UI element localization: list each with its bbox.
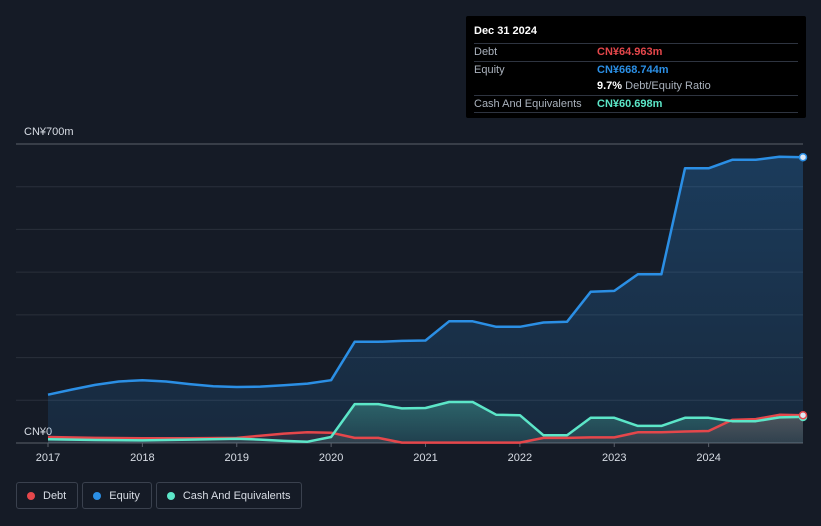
tooltip-cash-label: Cash And Equivalents xyxy=(474,97,582,110)
legend-item-debt[interactable]: Debt xyxy=(16,482,79,509)
x-tick-label: 2019 xyxy=(225,452,249,464)
x-tick-label: 2022 xyxy=(508,452,532,464)
chart-legend: Debt Equity Cash And Equivalents xyxy=(16,482,306,509)
tooltip-row-equity: Equity CN¥668.744m xyxy=(474,60,798,79)
tooltip-panel: Dec 31 2024 Debt CN¥64.963m Equity CN¥66… xyxy=(466,16,806,118)
x-tick-label: 2017 xyxy=(36,452,60,464)
legend-equity-label: Equity xyxy=(109,489,140,502)
tooltip-equity-label: Equity xyxy=(474,63,505,76)
tooltip-date: Dec 31 2024 xyxy=(474,25,537,37)
tooltip-cash-value: CN¥60.698m xyxy=(597,97,663,110)
tooltip-equity-value: CN¥668.744m xyxy=(597,63,669,76)
tooltip-ratio-value: 9.7% xyxy=(597,80,623,92)
tooltip-debt-value: CN¥64.963m xyxy=(597,46,663,58)
debt-line xyxy=(47,413,804,444)
equity-dot-icon xyxy=(93,491,102,500)
tooltip-row-ratio: 9.7% Debt/Equity Ratio xyxy=(474,78,798,95)
equity-line xyxy=(47,155,804,396)
equity-end-point xyxy=(798,152,808,162)
legend-cash-label: Cash And Equivalents xyxy=(182,489,291,502)
tooltip-row-debt: Debt CN¥64.963m xyxy=(474,43,798,61)
debt-end-point xyxy=(798,410,808,420)
legend-debt-label: Debt xyxy=(43,489,67,502)
legend-item-equity[interactable]: Equity xyxy=(82,482,152,509)
x-tick-label: 2021 xyxy=(413,452,437,464)
tooltip-debt-label: Debt xyxy=(474,46,498,58)
x-tick-label: 2018 xyxy=(130,452,154,464)
x-tick-label: 2024 xyxy=(696,452,720,464)
debt-dot-icon xyxy=(27,491,35,500)
equity-area xyxy=(48,156,803,444)
cash-area xyxy=(48,402,803,443)
cash-dot-icon xyxy=(166,491,175,500)
legend-item-cash[interactable]: Cash And Equivalents xyxy=(155,482,303,509)
tooltip-row-cash: Cash And Equivalents CN¥60.698m xyxy=(474,94,798,113)
y-tick-label-0: CN¥0 xyxy=(24,426,52,438)
y-tick-label-max: CN¥700m xyxy=(24,126,74,138)
x-tick-label: 2023 xyxy=(602,452,626,464)
x-tick-label: 2020 xyxy=(319,452,343,464)
tooltip-ratio-label: Debt/Equity Ratio xyxy=(625,80,711,92)
cash-line xyxy=(47,400,804,443)
